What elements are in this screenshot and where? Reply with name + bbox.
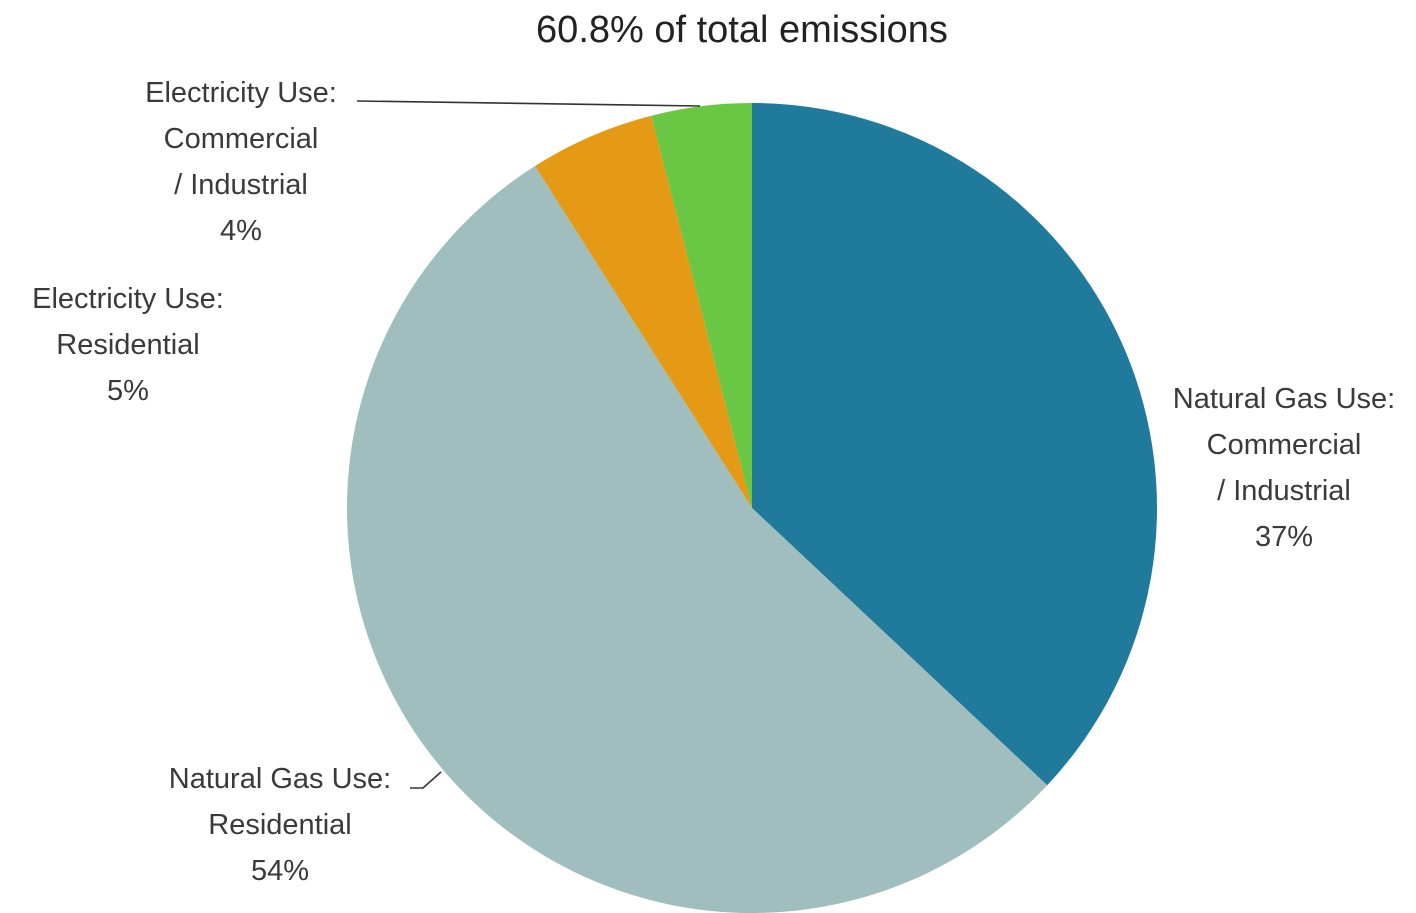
pie-slice-3 — [534, 115, 752, 508]
slice-label-line: Commercial — [1207, 429, 1362, 461]
slice-label-2: Natural Gas Use: Residential 54% — [169, 763, 391, 887]
slice-label-line: 4% — [220, 215, 262, 247]
pie-slice-4 — [651, 103, 752, 508]
chart-title: 60.8% of total emissions — [536, 9, 948, 51]
slice-label-line: / Industrial — [1217, 475, 1351, 507]
slice-label-line: Electricity Use: — [32, 283, 224, 315]
leader-line-2 — [410, 771, 442, 789]
pie-slices — [347, 103, 1157, 913]
slice-label-line: Natural Gas Use: — [1173, 383, 1395, 415]
slice-label-line: Natural Gas Use: — [169, 763, 391, 795]
slice-label-line: Electricity Use: — [145, 77, 337, 109]
slice-label-line: 54% — [251, 855, 309, 887]
slice-label-line: Residential — [208, 809, 351, 841]
slice-label-line: Residential — [56, 329, 199, 361]
slice-label-1: Natural Gas Use: Commercial / Industrial 37… — [1173, 383, 1395, 553]
slice-label-4: Electricity Use: Commercial / Industrial 4% — [145, 77, 337, 247]
slice-label-line: 37% — [1255, 521, 1313, 553]
leader-line-1 — [356, 100, 701, 107]
slice-label-line: Commercial — [164, 123, 319, 155]
leader-lines — [356, 100, 701, 789]
slice-label-line: 5% — [107, 375, 149, 407]
pie-slice-1 — [752, 103, 1157, 786]
slice-labels: Natural Gas Use: Commercial / Industrial 37… — [32, 77, 1395, 887]
pie-slice-2 — [347, 166, 1048, 913]
slice-label-line: / Industrial — [174, 169, 308, 201]
slice-label-3: Electricity Use: Residential 5% — [32, 283, 224, 407]
